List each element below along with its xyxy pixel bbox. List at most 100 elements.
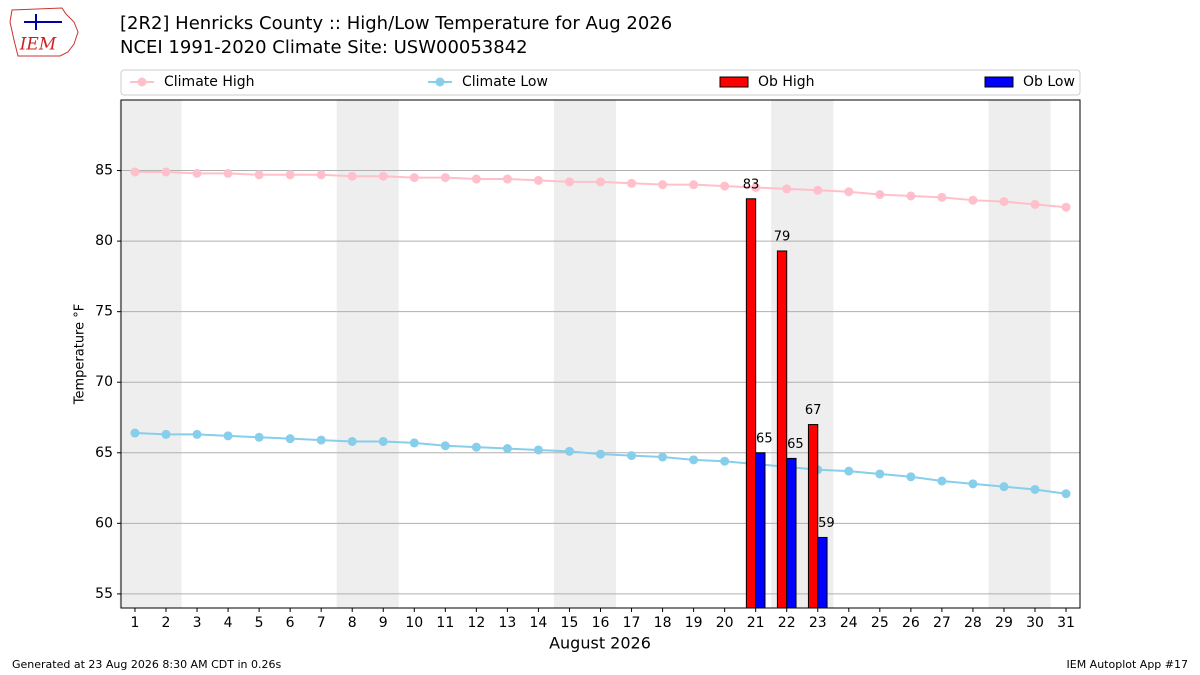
climate-point (596, 177, 605, 187)
climate-point (223, 168, 233, 178)
climate-point (223, 431, 233, 441)
legend-marker (435, 77, 445, 87)
climate-point (751, 182, 761, 192)
value-label: 79 (774, 229, 791, 244)
x-tick-label: 18 (654, 615, 672, 631)
climate-point (1061, 202, 1071, 212)
x-tick-label: 16 (592, 615, 610, 631)
y-tick-label: 65 (95, 445, 113, 461)
ob-bar (755, 452, 766, 609)
legend-swatch (984, 76, 1014, 88)
y-tick-label: 80 (95, 233, 113, 249)
climate-point (564, 446, 574, 456)
climate-point (347, 171, 357, 181)
y-tick-label: 85 (95, 163, 113, 179)
ob-bar (786, 457, 797, 609)
climate-point (844, 187, 854, 197)
x-tick-label: 23 (809, 615, 827, 631)
climate-point (1061, 489, 1071, 499)
footer-right: IEM Autoplot App #17 (1067, 658, 1189, 671)
x-tick-label: 2 (162, 615, 171, 631)
y-tick-label: 60 (95, 515, 113, 531)
weekend-band (988, 100, 1051, 608)
y-tick-label: 75 (95, 304, 113, 320)
climate-point (813, 185, 823, 195)
value-label: 65 (756, 431, 773, 446)
legend (120, 69, 1081, 96)
x-tick-label: 20 (716, 615, 734, 631)
legend-swatch (719, 76, 749, 88)
x-tick-label: 25 (871, 615, 889, 631)
climate-point (533, 175, 543, 185)
climate-point (471, 174, 481, 184)
y-axis-label: Temperature °F (73, 304, 88, 405)
x-tick-label: 1 (131, 615, 140, 631)
climate-point (596, 449, 605, 459)
x-tick-label: 3 (193, 615, 202, 631)
weekend-band (119, 100, 182, 608)
logo: IEM (9, 7, 79, 57)
climate-point (906, 191, 916, 201)
value-label: 59 (818, 516, 835, 531)
x-tick-label: 5 (255, 615, 264, 631)
chart-title: [2R2] Henricks County :: High/Low Temper… (120, 13, 672, 34)
climate-point (378, 436, 388, 446)
climate-point (130, 167, 140, 177)
climate-point (844, 466, 854, 476)
climate-point (378, 171, 388, 181)
climate-point (409, 438, 419, 448)
x-tick-label: 30 (1026, 615, 1044, 631)
value-label: 83 (743, 177, 760, 192)
climate-point (658, 452, 668, 462)
climate-point (161, 429, 171, 439)
climate-point (875, 190, 885, 200)
climate-point (440, 441, 450, 451)
climate-point (502, 444, 512, 454)
x-tick-label: 27 (933, 615, 951, 631)
x-tick-label: 31 (1057, 615, 1075, 631)
climate-point (285, 170, 295, 180)
legend-label: Climate Low (462, 74, 548, 90)
x-tick-label: 15 (561, 615, 579, 631)
x-tick-label: 29 (995, 615, 1013, 631)
climate-point (254, 432, 264, 442)
value-label: 65 (787, 437, 804, 452)
legend-label: Ob Low (1023, 74, 1075, 90)
ob-bar (745, 198, 757, 609)
climate-point (937, 476, 947, 486)
climate-point (720, 456, 730, 466)
x-tick-label: 10 (405, 615, 423, 631)
x-tick-label: 12 (467, 615, 485, 631)
footer-left: Generated at 23 Aug 2026 8:30 AM CDT in … (12, 658, 281, 671)
x-tick-label: 6 (286, 615, 295, 631)
climate-point (968, 195, 978, 205)
x-tick-label: 7 (317, 615, 326, 631)
climate-point (130, 428, 140, 438)
climate-point (316, 435, 326, 445)
x-tick-label: 8 (348, 615, 357, 631)
climate-point (875, 469, 885, 479)
climate-point (285, 434, 295, 444)
climate-point (1030, 484, 1040, 494)
ob-bar (776, 250, 788, 609)
x-tick-label: 26 (902, 615, 920, 631)
y-tick-label: 70 (95, 374, 113, 390)
x-tick-label: 4 (224, 615, 233, 631)
logo-text: IEM (19, 35, 57, 55)
climate-point (564, 177, 574, 187)
climate-point (409, 173, 419, 183)
climate-point (161, 167, 171, 177)
value-label: 67 (805, 403, 822, 418)
y-tick-label: 55 (95, 586, 113, 602)
climate-point (906, 472, 916, 482)
x-axis-label: August 2026 (549, 634, 651, 653)
climate-point (533, 445, 543, 455)
legend-label: Climate High (164, 74, 255, 90)
climate-point (782, 184, 792, 194)
climate-point (968, 479, 978, 489)
climate-point (627, 451, 637, 461)
climate-point (502, 174, 512, 184)
climate-point (1030, 199, 1040, 209)
legend-marker (137, 77, 147, 87)
